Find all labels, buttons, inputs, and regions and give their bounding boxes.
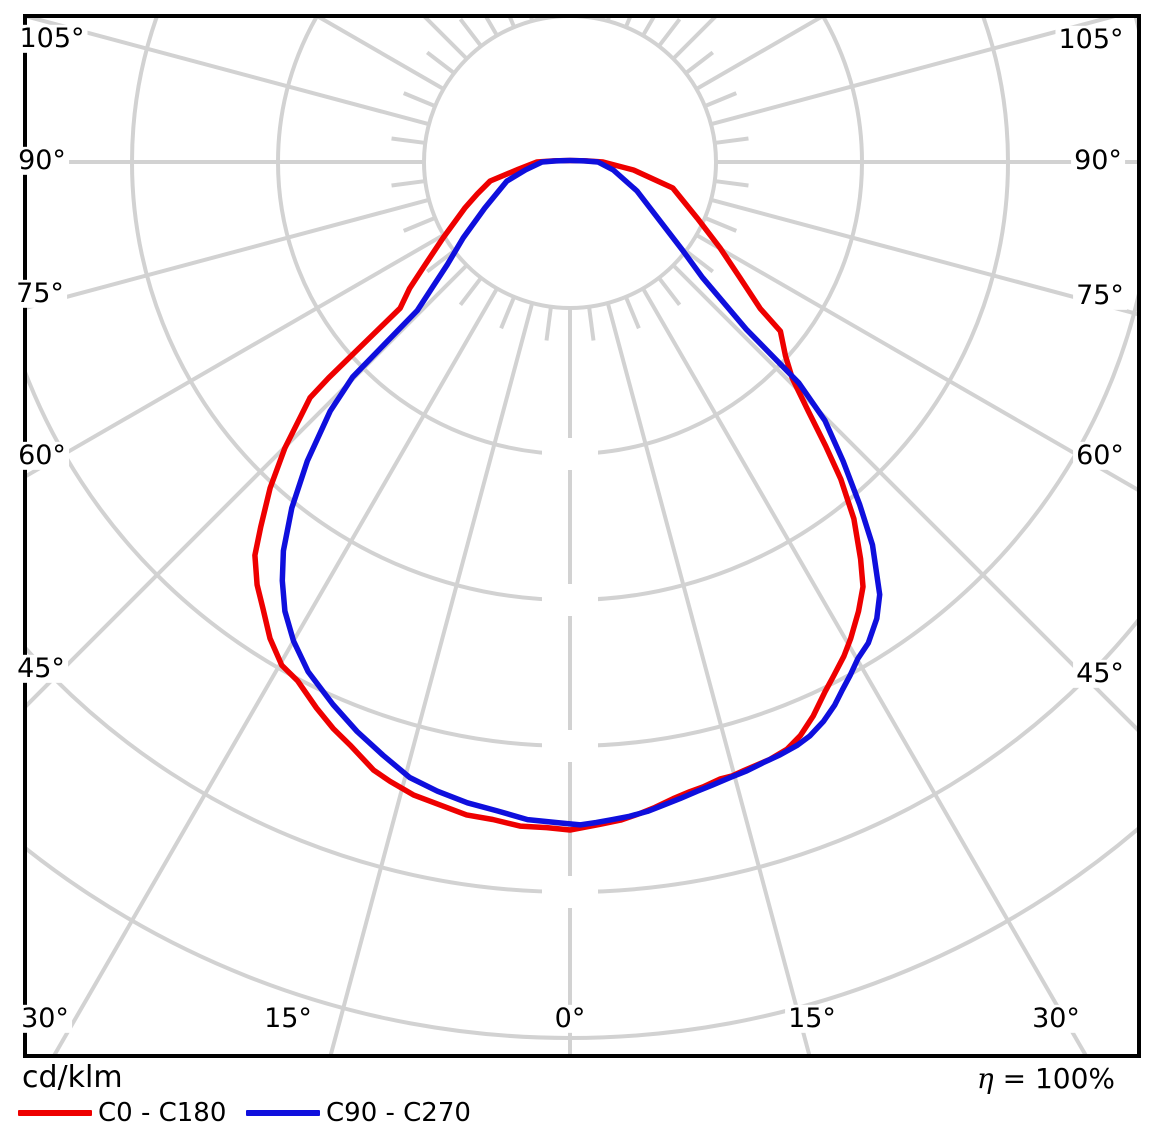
angle-label: 90° [1071, 146, 1125, 176]
angle-label: 75° [1073, 281, 1127, 311]
eta-symbol: η [976, 1062, 994, 1095]
angle-label: 30° [18, 1004, 72, 1034]
legend-swatch-red-icon [18, 1110, 92, 1116]
angle-label: 30° [1029, 1004, 1083, 1034]
angle-label: 45° [14, 654, 68, 684]
legend-label: C90 - C270 [326, 1098, 471, 1128]
efficiency-label: η = 100% [977, 1062, 1115, 1095]
angle-label: 15° [785, 1004, 839, 1034]
eta-equals: = [1002, 1062, 1027, 1095]
angle-label: 60° [1073, 441, 1127, 471]
angle-label: 45° [1073, 659, 1127, 689]
units-label: cd/klm [22, 1060, 123, 1095]
angle-label: 15° [261, 1004, 315, 1034]
angle-label: 105° [1055, 25, 1127, 55]
angle-label: 75° [13, 279, 67, 309]
angle-label: 90° [15, 146, 69, 176]
angle-label: 60° [15, 441, 69, 471]
angle-label: 105° [16, 24, 88, 54]
eta-percent: 100% [1034, 1062, 1115, 1095]
legend-label: C0 - C180 [98, 1098, 227, 1128]
angle-label: 0° [551, 1004, 589, 1034]
legend-swatch-blue-icon [246, 1110, 320, 1116]
